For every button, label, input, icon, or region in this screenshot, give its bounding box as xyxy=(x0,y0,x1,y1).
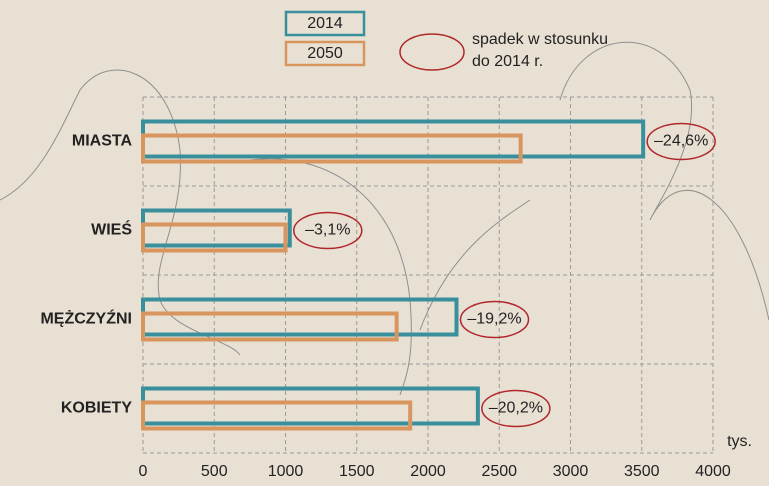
x-tick-label: 0 xyxy=(139,463,148,480)
y-tick-label: MIASTA xyxy=(72,133,133,150)
legend-swatch xyxy=(284,40,366,67)
change-label: –20,2% xyxy=(489,400,543,417)
change-circle xyxy=(646,122,716,161)
x-tick-label: 4000 xyxy=(695,463,731,480)
change-label: –24,6% xyxy=(654,133,708,150)
y-tick-label: WIEŚ xyxy=(91,220,132,239)
x-tick-label: 2000 xyxy=(410,463,446,480)
change-label: –3,1% xyxy=(305,222,350,239)
bar xyxy=(141,133,523,164)
change-label: –19,2% xyxy=(467,311,521,328)
bar xyxy=(141,311,399,342)
x-tick-label: 1500 xyxy=(339,463,375,480)
change-circle xyxy=(481,389,551,428)
change-circle xyxy=(293,211,363,250)
x-tick-label: 1000 xyxy=(268,463,304,480)
legend-label: 2014 xyxy=(307,15,343,32)
legend-label: 2050 xyxy=(307,45,343,62)
note-text: spadek w stosunku xyxy=(472,31,608,48)
y-tick-label: MĘŻCZYŹNI xyxy=(40,309,132,328)
x-tick-label: 500 xyxy=(201,463,228,480)
note-text: do 2014 r. xyxy=(472,53,543,70)
note-circle xyxy=(399,33,465,71)
y-tick-label: KOBIETY xyxy=(61,400,132,417)
bar xyxy=(141,400,413,431)
x-axis-label: tys. xyxy=(727,433,752,450)
bar xyxy=(141,222,288,253)
x-tick-label: 3500 xyxy=(624,463,660,480)
change-circle xyxy=(459,300,530,339)
x-tick-label: 2500 xyxy=(481,463,517,480)
x-tick-label: 3000 xyxy=(553,463,589,480)
legend-swatch xyxy=(284,10,366,37)
